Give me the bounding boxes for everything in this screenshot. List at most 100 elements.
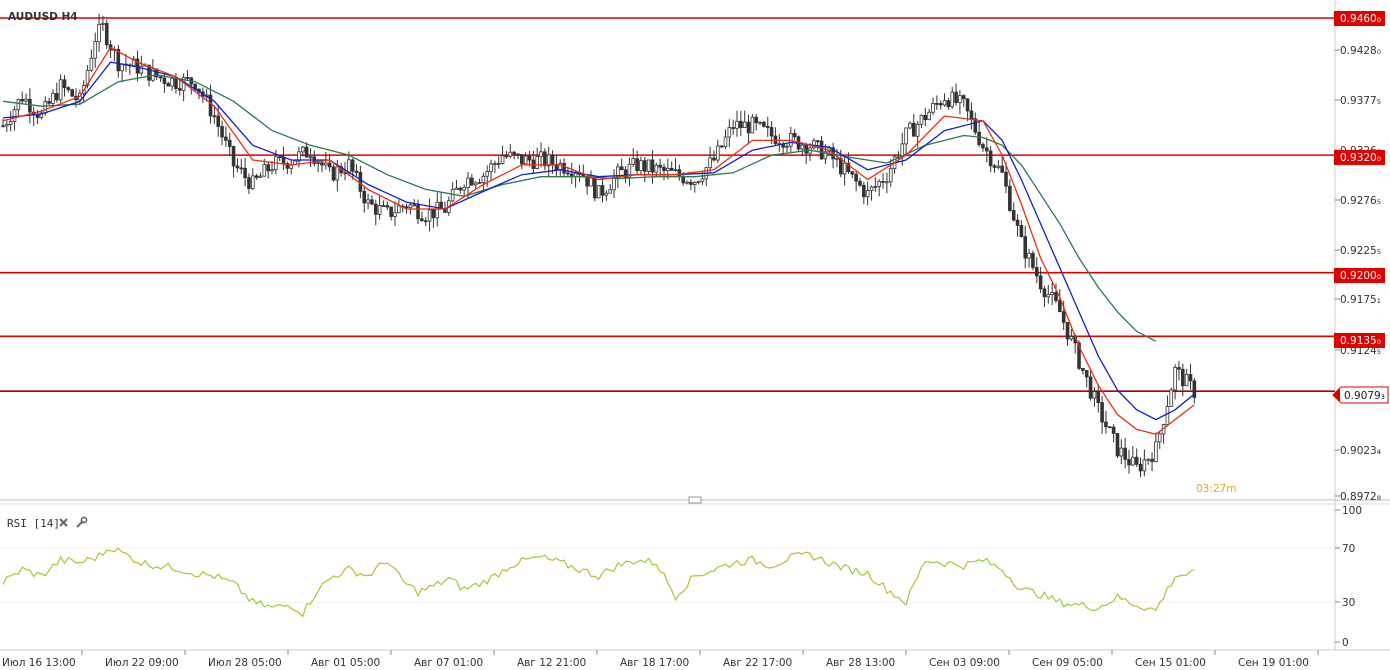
candle-body: [1011, 210, 1016, 221]
candle-body: [504, 155, 509, 158]
candle-body: [362, 190, 367, 204]
candle-body: [297, 151, 301, 162]
candle-body: [335, 166, 340, 181]
panel-resize-handle[interactable]: [688, 496, 702, 504]
candle-body: [300, 146, 305, 153]
time-label: Авг 22 17:00: [723, 657, 792, 669]
close-icon[interactable]: [59, 518, 68, 527]
time-label: Авг 28 13:00: [826, 657, 895, 669]
candle-body: [370, 199, 374, 205]
candle-body: [1131, 456, 1135, 466]
candle-body: [89, 57, 94, 71]
candle-body: [158, 76, 163, 79]
candle-body: [812, 140, 816, 149]
candle-body: [1081, 367, 1085, 371]
candle-body: [765, 125, 770, 128]
time-label: Сен 19 01:00: [1238, 657, 1309, 669]
candle-body: [735, 120, 739, 129]
rsi-axis[interactable]: 100 70 30 0: [1335, 505, 1362, 649]
candle-body: [692, 182, 697, 185]
candle-body: [746, 121, 751, 134]
candle-body: [462, 187, 466, 191]
candle-body: [854, 173, 858, 182]
candle-body: [1154, 441, 1158, 462]
candle-body: [1104, 421, 1108, 428]
candle-body: [481, 175, 486, 183]
wrench-icon[interactable]: [76, 516, 88, 528]
candle-body: [231, 146, 236, 167]
candle-body: [97, 24, 101, 43]
ema-fast-line: [2, 46, 1195, 436]
candle-body: [174, 78, 178, 89]
candle-body: [1184, 374, 1189, 387]
candle-body: [93, 41, 98, 59]
candle-body: [327, 162, 332, 168]
candle-body: [639, 160, 643, 172]
candle-body: [408, 204, 413, 208]
rsi-tick: 30: [1342, 597, 1355, 609]
candle-body: [500, 155, 505, 164]
candle-body: [792, 132, 797, 138]
candle-body: [101, 23, 105, 25]
candle-body: [185, 77, 190, 79]
candle-body: [858, 180, 862, 186]
candle-body: [277, 156, 282, 159]
candle-body: [1000, 165, 1004, 173]
candle-body: [1123, 447, 1127, 460]
candle-body: [1058, 300, 1062, 313]
candle-body: [47, 101, 51, 104]
candle-body: [731, 127, 735, 129]
candle-body: [758, 121, 762, 124]
candle-body: [708, 157, 712, 169]
candle-body: [12, 109, 17, 122]
candle-body: [658, 164, 662, 168]
candle-body: [1181, 368, 1185, 387]
candles: [1, 13, 1197, 478]
candle-body: [320, 162, 324, 166]
price-tick: 0.9276₅: [1340, 195, 1381, 207]
rsi-tick: 0: [1342, 637, 1349, 649]
candle-body: [16, 99, 21, 111]
candle-body: [700, 178, 705, 182]
time-axis[interactable]: Июл 16 13:00 Июл 22 09:00 Июл 28 05:00 А…: [2, 650, 1319, 669]
candle-body: [835, 157, 839, 160]
time-label: Июл 22 09:00: [105, 657, 179, 669]
candle-body: [1084, 370, 1089, 378]
candle-body: [1042, 288, 1047, 298]
candle-body: [662, 166, 666, 172]
candle-body: [24, 98, 28, 102]
candle-body: [1046, 294, 1051, 298]
level-label-box: [1334, 11, 1385, 26]
candle-body: [385, 205, 390, 208]
candle-body: [846, 162, 851, 173]
candle-body: [669, 167, 674, 171]
candle-body: [1150, 458, 1154, 462]
candle-body: [646, 159, 651, 172]
candle-body: [631, 158, 636, 165]
candle-body: [973, 118, 978, 133]
candle-body: [39, 112, 44, 118]
ema-slow-line: [2, 74, 1157, 342]
candle-body: [270, 169, 274, 172]
candle-body: [227, 139, 232, 147]
level-labels: 0.9460₀ 0.9320₀ 0.9200₀ 0.9135₀: [1334, 11, 1385, 348]
candle-body: [308, 156, 313, 159]
candle-body: [51, 93, 55, 104]
candle-body: [562, 162, 566, 174]
price-tick: 0.9428₀: [1340, 45, 1381, 57]
candle-body: [958, 95, 962, 104]
candle-body: [1065, 321, 1070, 340]
candle-body: [216, 115, 221, 127]
candle-body: [1015, 219, 1020, 226]
candle-body: [212, 115, 217, 118]
candle-body: [262, 164, 267, 177]
candle-body: [431, 209, 436, 219]
candle-body: [485, 171, 490, 177]
candle-body: [785, 145, 789, 148]
level-label-box: [1334, 150, 1385, 165]
candle-body: [116, 48, 121, 72]
ema-mid-line: [2, 61, 1195, 421]
candle-body: [1165, 406, 1170, 425]
candle-body: [1008, 185, 1012, 211]
